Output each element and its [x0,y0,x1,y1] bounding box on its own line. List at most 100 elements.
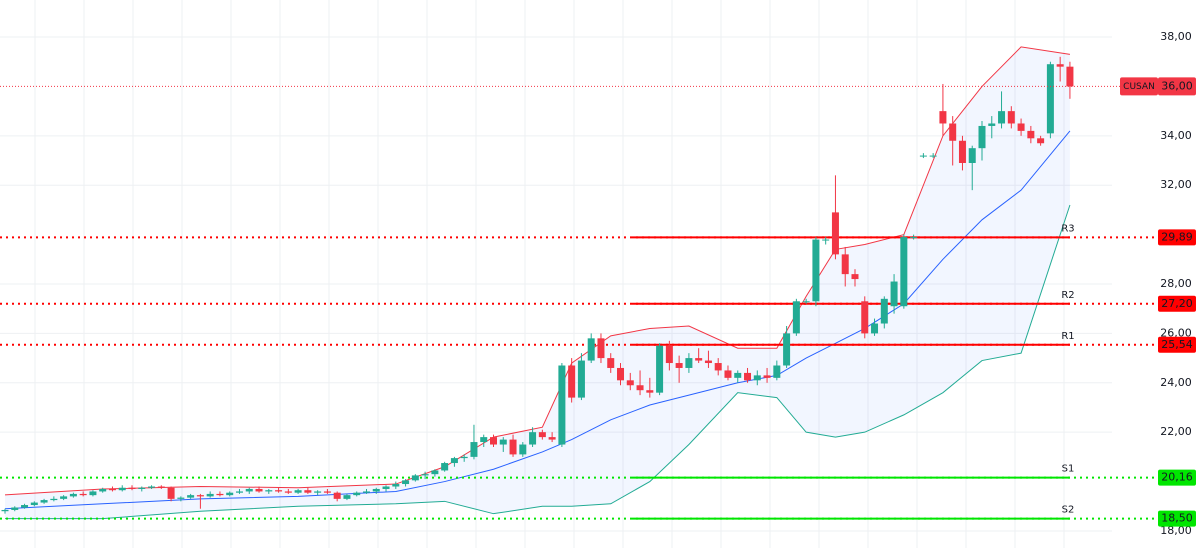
candle-body [1017,123,1025,131]
candle-body [206,493,214,497]
candle-body [792,301,800,334]
candle-body [1007,111,1015,124]
candle-body [177,497,185,499]
candle-body [548,437,556,440]
candle-body [148,486,156,488]
candle-body [529,432,537,445]
candle-body [353,492,361,496]
candle-body [763,375,771,378]
y-tick-label: 18,00 [1160,524,1192,537]
candle-body [587,338,595,361]
candle-body [50,498,58,501]
candle-body [187,495,195,498]
candle-body [558,365,566,445]
candle-body [79,493,87,496]
level-name: S2 [1062,505,1075,516]
candle-body [724,370,732,378]
candle-body [685,358,693,368]
level-name: S1 [1062,464,1075,475]
candle-body [402,480,410,485]
candle-body [734,372,742,378]
level-tag [1158,510,1196,527]
candle-body [1,509,9,512]
candle-body [108,488,116,491]
candle-body [40,500,48,503]
candle-body [929,155,937,157]
level-name: R2 [1061,290,1074,301]
candle-body [284,491,292,493]
candle-body [958,140,966,163]
candle-body [988,123,996,126]
level-name: R3 [1061,223,1074,234]
candle-body [831,212,839,255]
candle-body [675,363,683,368]
candle-body [69,493,77,497]
candle-body [314,491,322,493]
candle-body [646,390,654,393]
level-tag-label: 20,16 [1161,471,1193,484]
candle-body [1066,66,1074,87]
candle-body [665,345,673,364]
candle-body [773,365,781,378]
candle-body [822,239,830,241]
candle-body [294,490,302,493]
candle-body [597,338,605,359]
candle-body [900,237,908,307]
candle-body [812,239,820,302]
candle-body [519,444,527,455]
y-tick-label: 38,00 [1160,30,1192,43]
level-tag-label: 27,20 [1161,297,1193,310]
candle-body [851,274,859,280]
candle-body [235,491,243,493]
candle-body [99,488,107,492]
candle-body [1037,138,1045,144]
candle-body [245,488,253,492]
candle-body [949,123,957,141]
candle-body [577,360,585,398]
candle-body [890,281,898,307]
candle-body [196,495,204,497]
candle-body [919,155,927,157]
candle-body [607,358,615,368]
candle-body [333,492,341,499]
candle-body [265,490,273,492]
candle-body [216,493,224,496]
candle-body [450,458,458,464]
price-tag [1158,77,1196,96]
candle-body [343,495,351,499]
candle-body [1046,64,1054,134]
candle-body [138,487,146,489]
candle-body [636,385,644,391]
candle-body [157,486,165,488]
candle-body [60,496,68,499]
candle-body [411,475,419,481]
vertical-grid [34,0,1065,548]
candle-body [802,301,810,303]
level-tag-label: 25,54 [1161,338,1193,351]
candle-body [499,439,507,445]
level-tag [1158,336,1196,353]
candle-body [441,463,449,471]
y-tick-label: 28,00 [1160,277,1192,290]
price-tag-label: 36,00 [1161,79,1193,92]
candle-body [362,491,370,493]
candle-body [21,505,29,508]
candle-body [910,237,918,239]
candle-body [509,439,517,455]
candle-body [323,491,331,493]
candle-body [255,488,263,492]
candle-body [118,487,126,491]
candle-body [704,360,712,364]
level-name: R1 [1061,331,1074,342]
candle-body [1027,130,1035,139]
level-tag [1158,229,1196,246]
candle-body [480,437,488,443]
candle-body [392,484,400,487]
band-upper [4,46,1071,496]
symbol-tag [1120,77,1158,96]
y-tick-label: 24,00 [1160,376,1192,389]
candle-body [861,301,869,334]
candle-body [939,111,947,124]
candle-body [978,125,986,149]
